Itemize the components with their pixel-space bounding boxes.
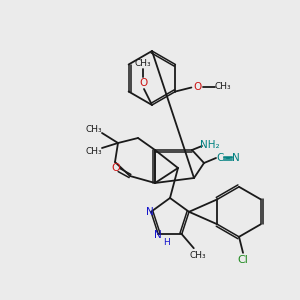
Text: O: O [139, 78, 147, 88]
Text: H: H [163, 238, 169, 247]
Text: CH₃: CH₃ [135, 58, 151, 68]
Text: N: N [154, 230, 162, 240]
Text: NH₂: NH₂ [200, 140, 220, 150]
Text: CH₃: CH₃ [214, 82, 231, 91]
Text: CH₃: CH₃ [86, 148, 102, 157]
Text: C: C [216, 153, 224, 163]
Text: O: O [112, 163, 120, 173]
Text: N: N [232, 153, 240, 163]
Text: CH₃: CH₃ [86, 124, 102, 134]
Text: CH₃: CH₃ [189, 251, 206, 260]
Text: Cl: Cl [238, 255, 248, 265]
Text: N: N [146, 207, 154, 217]
Text: O: O [193, 82, 202, 92]
